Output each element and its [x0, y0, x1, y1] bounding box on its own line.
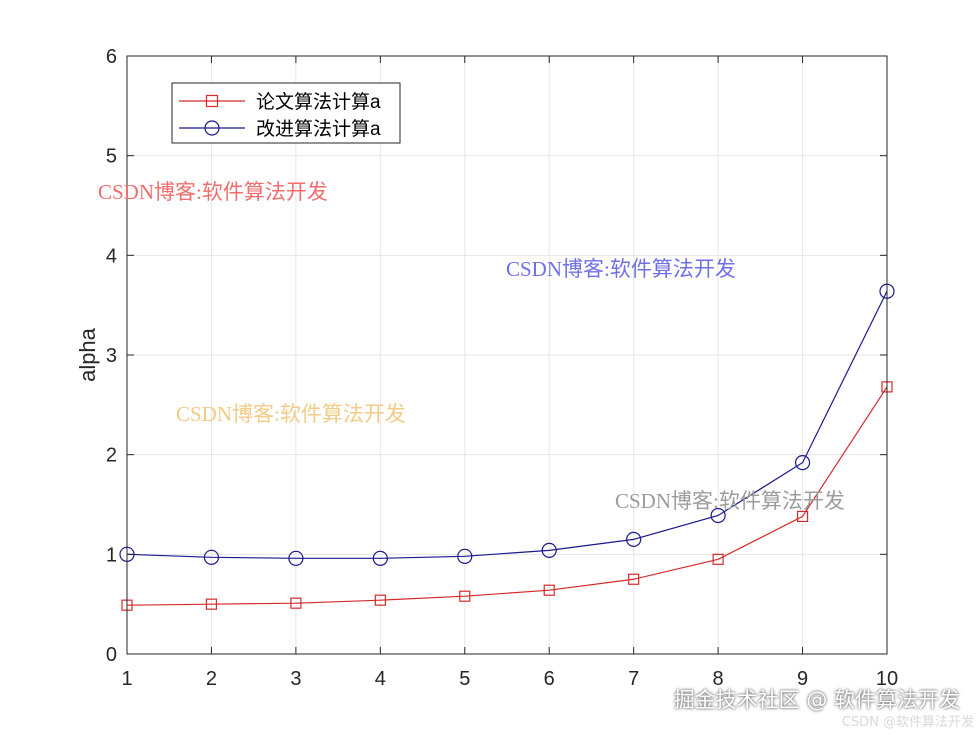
data-point-square: [205, 598, 218, 610]
legend: 论文算法计算a 改进算法计算a: [171, 82, 401, 144]
data-point-circle: [541, 542, 557, 558]
watermark-gray: CSDN博客:软件算法开发: [615, 489, 845, 513]
series-line-1: [126, 386, 888, 606]
x-tick-label: 7: [628, 668, 639, 690]
data-point-circle: [288, 550, 304, 566]
data-point-square: [459, 590, 471, 602]
y-tick-label: 6: [106, 46, 117, 68]
data-point-square: [796, 510, 809, 523]
y-tick-label: 3: [106, 345, 117, 367]
grid: [126, 55, 888, 655]
plot-series: [119, 283, 895, 611]
watermark-blue: CSDN博客:软件算法开发: [506, 257, 736, 281]
data-point-circle: [372, 550, 388, 566]
y-axis-label: alpha: [75, 327, 100, 382]
watermark-yellow: CSDN博客:软件算法开发: [176, 402, 406, 426]
footer-watermark: 掘金技术社区 @ 软件算法开发: [673, 688, 960, 712]
y-tick-label: 4: [106, 245, 117, 267]
legend-label-series-2: 改进算法计算a: [256, 118, 381, 140]
legend-box: [171, 82, 401, 144]
data-point-square: [543, 584, 555, 596]
data-point-square: [374, 594, 386, 606]
data-point-circle: [457, 548, 473, 564]
y-tick-label: 5: [106, 146, 117, 168]
legend-square-marker: [205, 94, 219, 108]
data-point-square: [628, 573, 640, 585]
y-tick-label: 1: [106, 544, 117, 566]
x-tick-label: 2: [206, 668, 217, 690]
x-tick-label: 3: [290, 668, 301, 690]
y-tick-label: 0: [106, 644, 117, 666]
data-point-square: [712, 553, 724, 565]
legend-circle-marker: [204, 120, 220, 136]
legend-label-series-1: 论文算法计算a: [256, 91, 381, 113]
data-point-circle: [710, 507, 726, 524]
data-point-square: [290, 597, 302, 609]
x-tick-label: 8: [713, 668, 724, 690]
data-point-circle: [626, 531, 642, 547]
data-point-circle: [203, 549, 220, 565]
x-tick-label: 9: [797, 668, 808, 690]
x-tick-label: 10: [876, 668, 898, 690]
x-tick-label: 4: [375, 668, 386, 690]
series-line-2: [126, 290, 888, 559]
x-tick-label: 6: [544, 668, 555, 690]
x-tick-label: 1: [121, 668, 132, 690]
data-point-circle: [794, 455, 811, 471]
y-tick-label: 2: [106, 445, 117, 467]
watermark-red: CSDN博客:软件算法开发: [98, 180, 328, 204]
x-tick-label: 5: [459, 668, 470, 690]
footer-watermark-small: CSDN @软件算法开发: [841, 715, 974, 730]
